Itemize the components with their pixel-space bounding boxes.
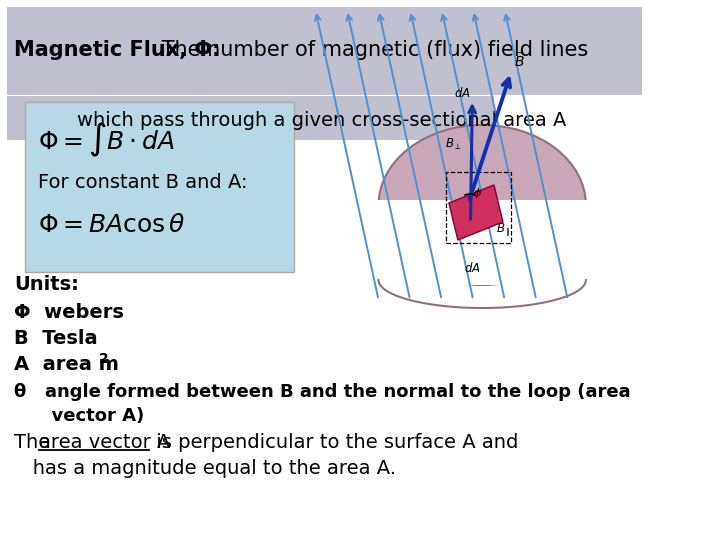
FancyBboxPatch shape	[7, 7, 642, 95]
Text: $\Phi = \int B\cdot dA$: $\Phi = \int B\cdot dA$	[38, 121, 175, 159]
FancyBboxPatch shape	[374, 200, 590, 285]
Text: $\Phi = BA\cos\theta$: $\Phi = BA\cos\theta$	[38, 213, 186, 237]
Text: $B_\perp$: $B_\perp$	[445, 137, 462, 152]
Text: 2: 2	[99, 352, 109, 366]
Text: $\phi$: $\phi$	[473, 186, 482, 200]
Text: $dA$: $dA$	[454, 86, 471, 100]
Text: B  Tesla: B Tesla	[14, 328, 98, 348]
Text: The: The	[14, 434, 57, 453]
Text: area vector A: area vector A	[39, 434, 170, 453]
Text: is perpendicular to the surface A and: is perpendicular to the surface A and	[150, 434, 518, 453]
Text: The number of magnetic (flux) field lines: The number of magnetic (flux) field line…	[155, 40, 588, 60]
Text: $dA$: $dA$	[464, 261, 481, 275]
Text: $\vec{B}$: $\vec{B}$	[514, 51, 524, 70]
Text: Magnetic Flux, Φ:: Magnetic Flux, Φ:	[14, 40, 221, 60]
Ellipse shape	[379, 125, 586, 285]
Text: Units:: Units:	[14, 275, 79, 294]
Text: $B_\parallel$: $B_\parallel$	[496, 221, 510, 238]
Text: which pass through a given cross-sectional area A: which pass through a given cross-section…	[76, 111, 566, 130]
Text: Φ  webers: Φ webers	[14, 302, 125, 321]
FancyBboxPatch shape	[7, 96, 494, 140]
Text: θ   angle formed between B and the normal to the loop (area: θ angle formed between B and the normal …	[14, 383, 631, 401]
Text: For constant B and A:: For constant B and A:	[38, 172, 248, 192]
Polygon shape	[449, 185, 503, 240]
Text: vector A): vector A)	[14, 407, 145, 425]
Text: A  area m: A area m	[14, 354, 120, 374]
Text: has a magnitude equal to the area A.: has a magnitude equal to the area A.	[14, 460, 397, 478]
FancyBboxPatch shape	[25, 102, 294, 272]
